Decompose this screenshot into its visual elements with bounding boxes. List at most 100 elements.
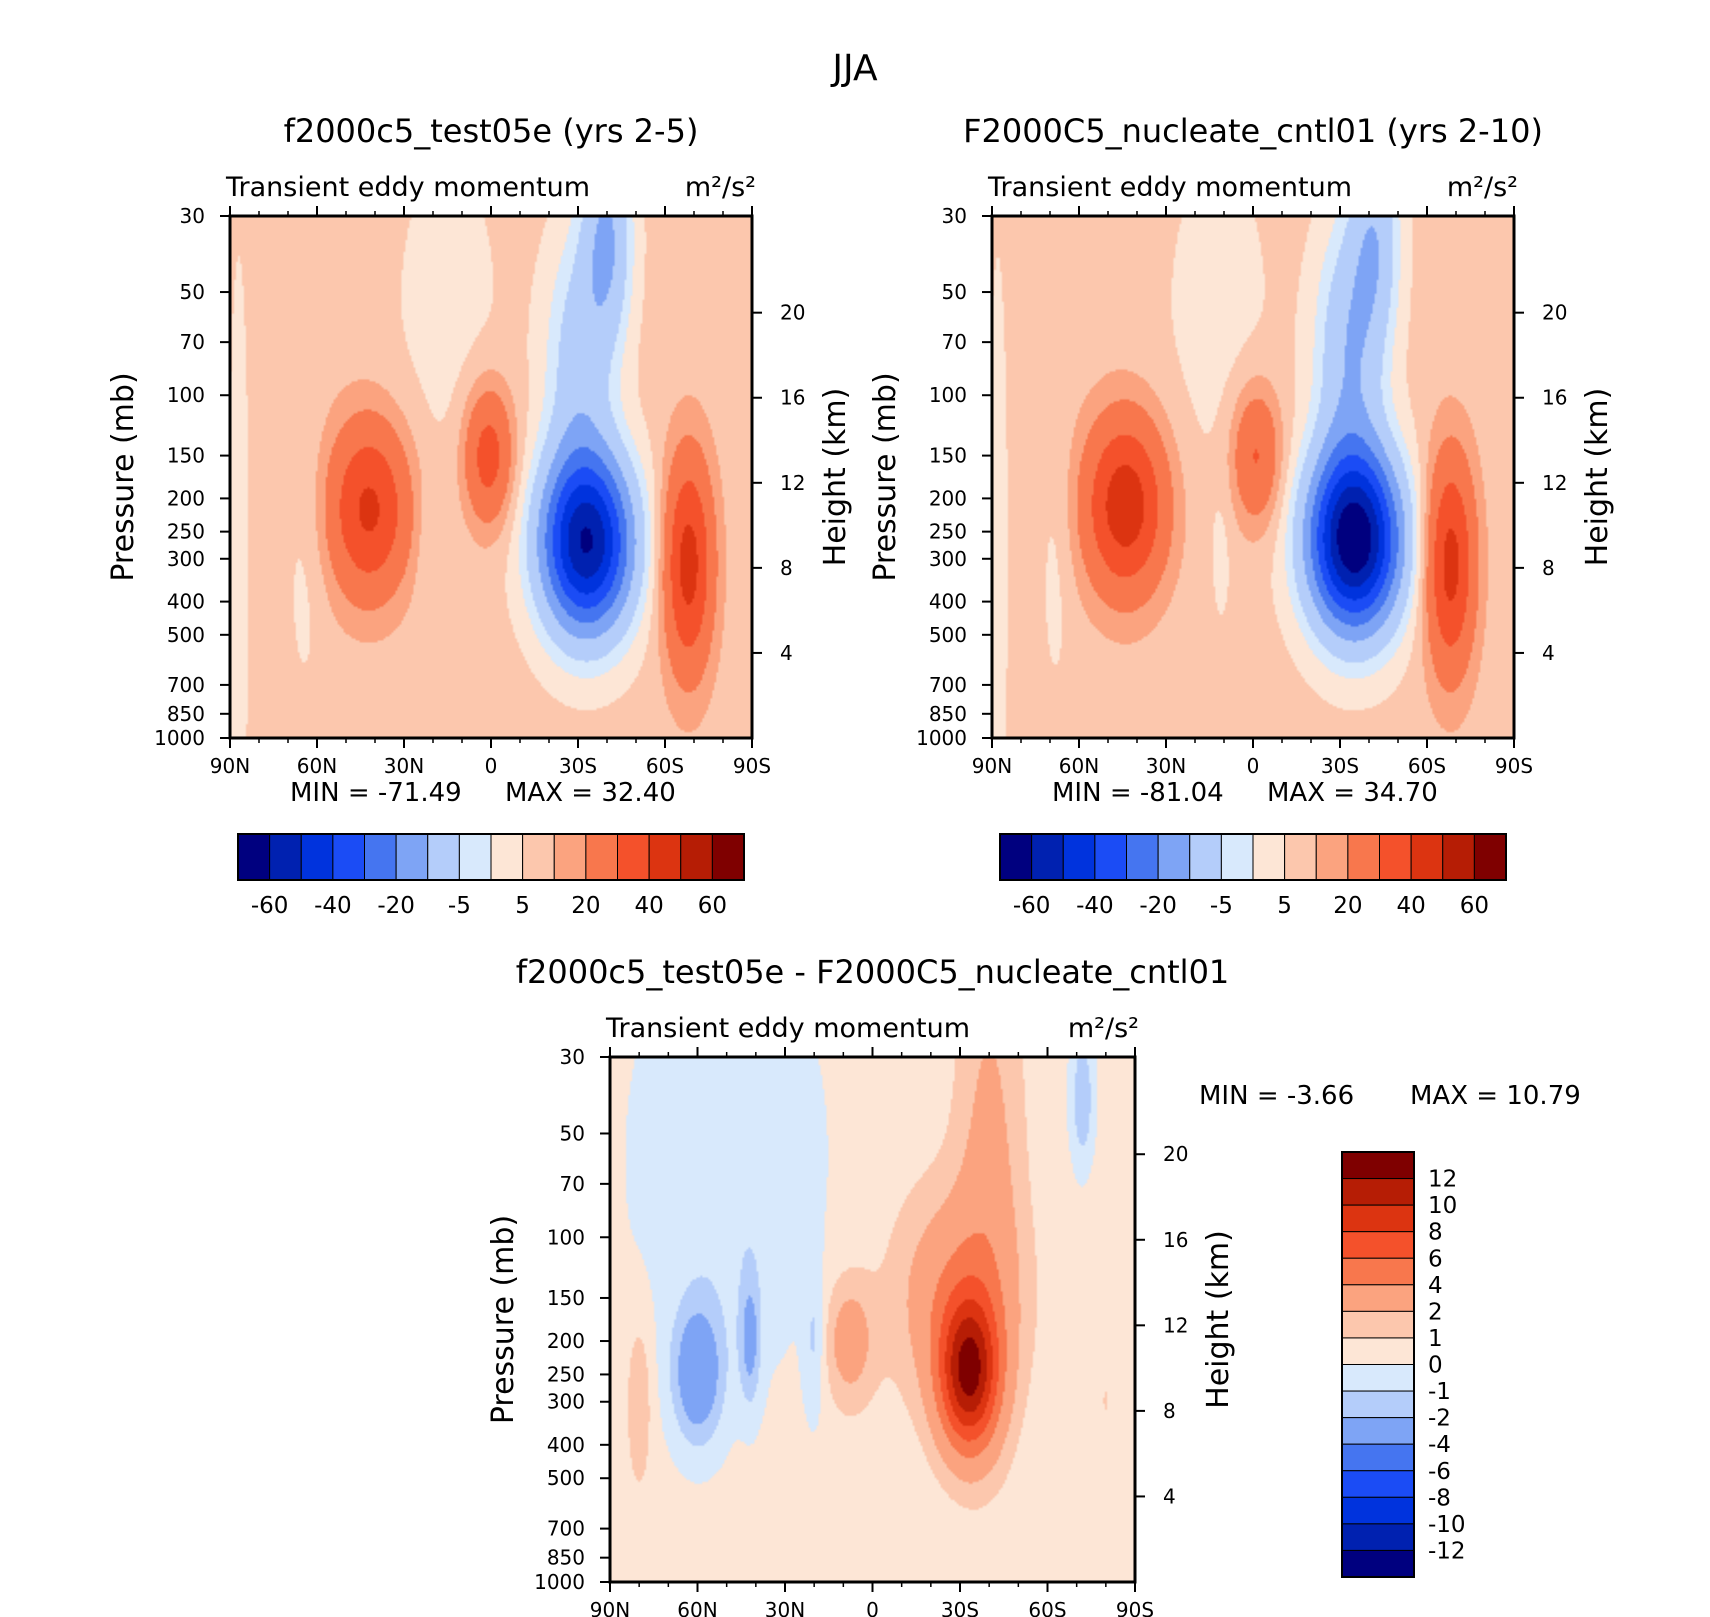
colorbar-swatch [1379, 833, 1412, 881]
contour-field [992, 216, 1514, 738]
y-tick-label: 500 [547, 1466, 585, 1490]
colorbar-label: 10 [1428, 1193, 1457, 1219]
y2-tick-label: 12 [1542, 471, 1567, 495]
y-tick-label: 30 [560, 1045, 585, 1069]
colorbar-swatch [395, 833, 429, 881]
figure-title: JJA [830, 48, 878, 89]
x-tick-label: 0 [485, 754, 498, 778]
colorbar-label: 1 [1428, 1326, 1443, 1352]
colorbar-label: 60 [698, 893, 727, 919]
y-tick-label: 150 [929, 444, 967, 468]
colorbar-swatch [427, 833, 460, 881]
colorbar-swatch [1031, 833, 1064, 881]
colorbar-swatch [1341, 1310, 1415, 1339]
y-tick-label: 50 [180, 280, 205, 304]
y-tick-label: 50 [560, 1121, 585, 1145]
y2-axis-label: Height (km) [1580, 388, 1615, 567]
y-tick-label: 50 [942, 280, 967, 304]
y-axis-label: Pressure (mb) [106, 372, 141, 581]
colorbar-swatch [711, 833, 745, 881]
y-tick-label: 100 [167, 383, 205, 407]
y-tick-label: 1000 [154, 726, 205, 750]
colorbar-swatch [1347, 833, 1380, 881]
colorbar-label: -1 [1428, 1379, 1451, 1405]
y-tick-label: 250 [547, 1362, 585, 1386]
y2-tick-label: 12 [780, 471, 805, 495]
colorbar-swatch [458, 833, 492, 881]
y-tick-label: 850 [547, 1546, 585, 1570]
colorbar-label: 5 [1277, 893, 1292, 919]
colorbar-label: -20 [377, 893, 415, 919]
y2-tick-label: 16 [1542, 386, 1567, 410]
colorbar-swatch [1442, 833, 1475, 881]
colorbar-swatch [999, 833, 1033, 881]
y-tick-label: 400 [929, 590, 967, 614]
y-tick-label: 30 [942, 204, 967, 228]
x-tick-label: 60S [1408, 754, 1446, 778]
x-tick-label: 90S [1495, 754, 1533, 778]
contour-field [610, 1057, 1135, 1582]
x-tick-label: 30S [941, 1598, 979, 1617]
x-tick-label: 30N [765, 1598, 805, 1617]
chart-panel-test: f2000c5_test05e (yrs 2-5) Transient eddy … [106, 112, 853, 919]
colorbar-label: 2 [1428, 1299, 1443, 1325]
colorbar-label: -10 [1428, 1512, 1466, 1538]
colorbar-swatch [617, 833, 650, 881]
colorbar-swatch [364, 833, 397, 881]
x-tick-label: 60S [1028, 1598, 1066, 1617]
y-tick-label: 1000 [534, 1570, 585, 1594]
y2-tick-label: 8 [780, 556, 793, 580]
x-tick-label: 30S [559, 754, 597, 778]
colorbar-swatch [1341, 1523, 1415, 1551]
y-tick-label: 70 [560, 1172, 585, 1196]
colorbar-label: 20 [571, 893, 600, 919]
panel-subtitle: Transient eddy momentum [605, 1013, 970, 1044]
colorbar-swatch [1341, 1549, 1415, 1578]
x-tick-label: 0 [1247, 754, 1260, 778]
y2-tick-label: 4 [1542, 641, 1555, 665]
colorbar-swatch [1062, 833, 1096, 881]
colorbar-frame [999, 833, 1507, 881]
y-tick-label: 300 [929, 547, 967, 571]
colorbar-label: -60 [251, 893, 289, 919]
colorbar-label: -60 [1013, 893, 1051, 919]
y2-tick-label: 20 [1163, 1142, 1188, 1166]
colorbar-label: 40 [1396, 893, 1425, 919]
y-tick-label: 200 [929, 486, 967, 510]
max-label: MAX = 32.40 [505, 778, 676, 808]
y-tick-label: 700 [547, 1517, 585, 1541]
y-tick-label: 300 [547, 1390, 585, 1414]
y-tick-label: 100 [929, 383, 967, 407]
colorbar-label: 8 [1428, 1220, 1443, 1246]
colorbar-swatch [1341, 1364, 1415, 1392]
colorbar-swatch [1473, 833, 1507, 881]
colorbar-swatch [522, 833, 555, 881]
x-tick-label: 90S [1116, 1598, 1154, 1617]
x-tick-label: 30N [384, 754, 424, 778]
colorbar-label: -6 [1428, 1459, 1451, 1485]
x-tick-label: 30S [1321, 754, 1359, 778]
y-tick-label: 150 [547, 1286, 585, 1310]
x-tick-label: 60N [677, 1598, 717, 1617]
y2-tick-label: 20 [780, 301, 805, 325]
y2-tick-label: 8 [1163, 1399, 1176, 1423]
colorbar-swatch [332, 833, 365, 881]
contour-field [230, 216, 752, 738]
colorbar-label: 20 [1333, 893, 1362, 919]
colorbar-label: 12 [1428, 1167, 1457, 1193]
colorbar-label: -2 [1428, 1406, 1451, 1432]
y-tick-label: 1000 [916, 726, 967, 750]
colorbar-swatch [1341, 1231, 1415, 1259]
colorbar-swatch [1341, 1257, 1415, 1286]
colorbar-label: -4 [1428, 1432, 1451, 1458]
colorbar-swatch [585, 833, 618, 881]
colorbar-swatch [1341, 1337, 1415, 1365]
colorbar-swatch [648, 833, 682, 881]
colorbar-swatch [680, 833, 713, 881]
x-tick-label: 60N [297, 754, 337, 778]
y-tick-label: 500 [929, 623, 967, 647]
colorbar-swatch [237, 833, 271, 881]
colorbar-swatch [1220, 833, 1254, 881]
chart-panel-diff: f2000c5_test05e - F2000C5_nucleate_cntl0… [486, 953, 1581, 1617]
